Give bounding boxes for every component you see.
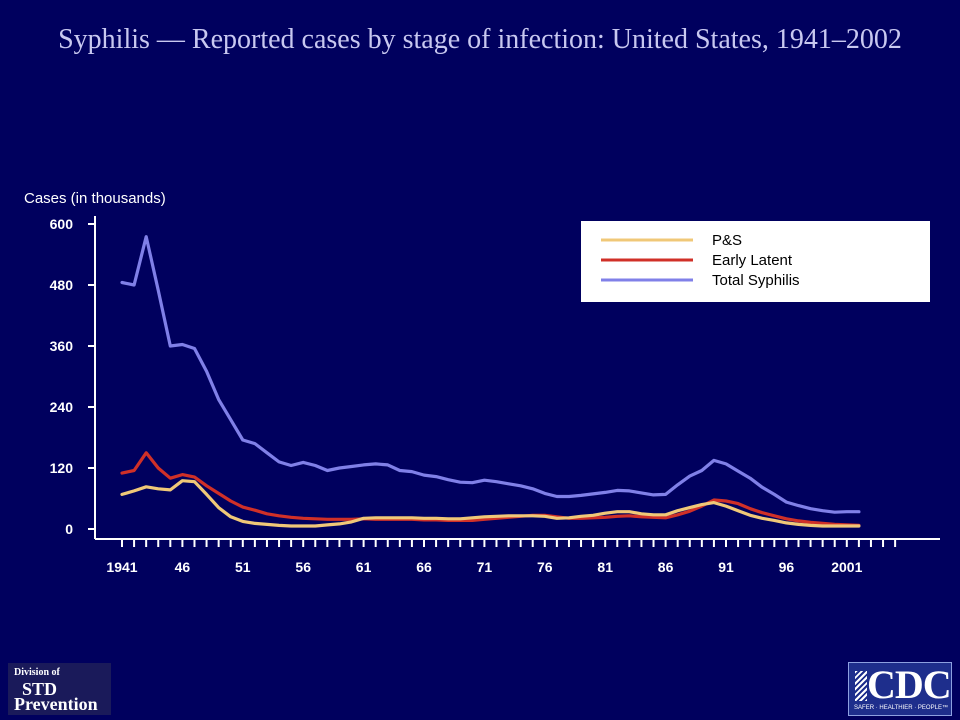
x-tick-label: 61 xyxy=(356,559,372,575)
x-tick-label: 71 xyxy=(477,559,493,575)
std-logo-line3: Prevention xyxy=(14,694,98,714)
cdc-stripes-icon xyxy=(855,671,867,701)
chart-title: Syphilis — Reported cases by stage of in… xyxy=(58,24,902,55)
x-tick-label: 96 xyxy=(779,559,795,575)
axes: 0 120 240 360 480 600 1941 46 51 56 61 66 71 76 81 86 91… xyxy=(50,216,940,575)
legend: P&S Early Latent Total Syphilis xyxy=(581,221,930,302)
x-tick-label: 1941 xyxy=(106,559,137,575)
y-tick-label: 0 xyxy=(65,521,73,537)
x-tick-label: 66 xyxy=(416,559,432,575)
std-logo-line1: Division of xyxy=(14,667,60,678)
legend-label: Early Latent xyxy=(712,252,793,269)
y-tick-label: 600 xyxy=(50,216,74,232)
x-tick-label: 91 xyxy=(718,559,734,575)
cdc-logo-tagline: SAFER · HEALTHIER · PEOPLE™ xyxy=(854,705,948,711)
series-line-early-latent xyxy=(120,451,861,528)
cdc-logo-letters: CDC xyxy=(867,662,952,707)
std-logo-line2: STD xyxy=(22,679,58,699)
series-line-total-syphilis xyxy=(120,235,861,514)
x-tick-label: 86 xyxy=(658,559,674,575)
y-axis-label: Cases (in thousands) xyxy=(24,190,166,207)
x-tick-label: 2001 xyxy=(831,559,862,575)
series-line-p-s xyxy=(120,479,861,528)
x-tick-label: 56 xyxy=(295,559,311,575)
y-tick-label: 240 xyxy=(50,399,74,415)
legend-label: P&S xyxy=(712,232,742,249)
y-tick-label: 360 xyxy=(50,338,74,354)
x-tick-label: 51 xyxy=(235,559,251,575)
x-tick-label: 46 xyxy=(175,559,191,575)
std-prevention-logo: Division of STD Prevention xyxy=(8,663,111,715)
x-tick-label: 81 xyxy=(597,559,613,575)
y-tick-label: 120 xyxy=(50,460,74,476)
legend-label: Total Syphilis xyxy=(712,272,800,289)
cdc-logo: CDC SAFER · HEALTHIER · PEOPLE™ xyxy=(848,662,952,716)
line-chart: Cases (in thousands) 0 120 240 360 480 600 194… xyxy=(24,190,940,575)
series-lines xyxy=(120,235,861,528)
y-tick-label: 480 xyxy=(50,277,74,293)
x-tick-label: 76 xyxy=(537,559,553,575)
